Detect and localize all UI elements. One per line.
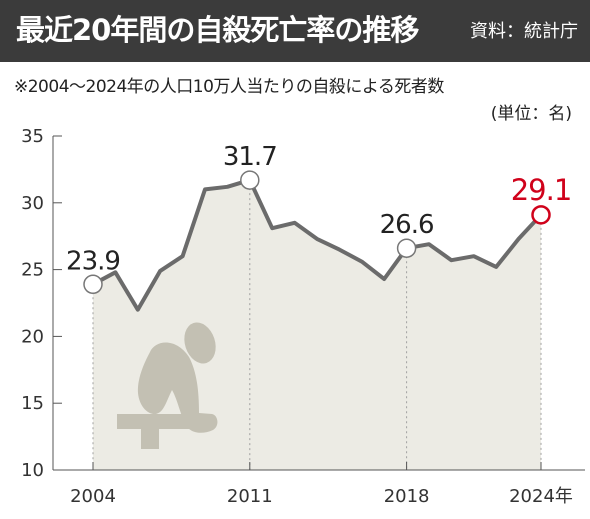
icon-head (184, 322, 216, 364)
data-label-0: 23.9 (66, 246, 120, 276)
data-point-2 (396, 238, 417, 258)
x-tick-label-1: 2011 (227, 486, 273, 507)
data-point-0 (83, 274, 103, 295)
icon-seat (117, 414, 192, 429)
area-fill (93, 180, 541, 470)
chart-note: ※2004〜2024年の人口10万人当たりの自殺による死者数 (14, 77, 444, 97)
icon-body (137, 342, 218, 433)
x-tick-label-0: 2004 (70, 486, 116, 507)
y-tick-label-5: 35 (21, 126, 44, 147)
x-tick-label-3: 2024年 (509, 486, 573, 507)
unit-label: (単位：名) (490, 104, 572, 124)
y-tick-label-3: 25 (21, 260, 44, 281)
series-line (92, 178, 543, 312)
header-bar: 最近20年間の自殺死亡率の推移 資料：統計庁 (0, 0, 590, 62)
data-label-2: 26.6 (380, 210, 434, 240)
chart-title: 最近20年間の自殺死亡率の推移 (16, 13, 419, 47)
y-tick-label-1: 15 (21, 393, 44, 414)
source-label: 資料：統計庁 (470, 21, 578, 42)
icon-seat-leg (141, 429, 159, 449)
data-point-1 (240, 170, 260, 190)
y-tick-label-4: 30 (21, 193, 44, 214)
y-tick-label-0: 10 (21, 460, 44, 481)
data-label-1: 31.7 (223, 142, 277, 172)
data-point-3 (531, 205, 551, 225)
data-label-3: 29.1 (511, 173, 572, 207)
y-tick-label-2: 20 (21, 326, 44, 347)
x-tick-label-2: 2018 (384, 486, 430, 507)
person-sitting-head-down-icon (117, 322, 218, 449)
